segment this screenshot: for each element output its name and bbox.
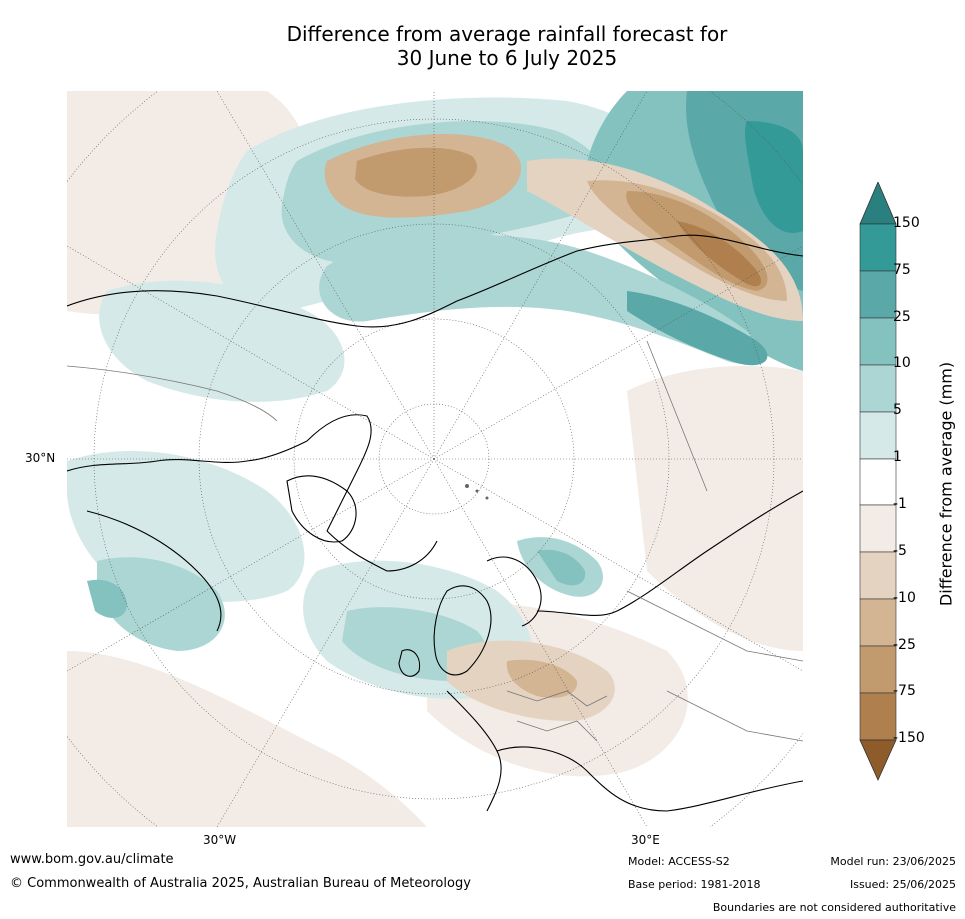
footer-issued: Issued: 25/06/2025 bbox=[849, 878, 956, 891]
colorbar-title: Difference from average (mm) bbox=[936, 361, 956, 607]
map-title: Difference from average rainfall forecas… bbox=[190, 22, 824, 70]
map-svg bbox=[67, 91, 803, 827]
footer-url[interactable]: www.bom.gov.au/climate bbox=[10, 852, 174, 867]
footer-base-period: Base period: 1981-2018 bbox=[628, 878, 761, 891]
footer-copyright: © Commonwealth of Australia 2025, Austra… bbox=[10, 876, 471, 891]
cb-tick-neg75: -75 bbox=[893, 683, 916, 699]
cb-tick-10: 10 bbox=[893, 355, 911, 371]
rainfall-anomaly-map bbox=[67, 91, 803, 827]
cb-tick-1: 1 bbox=[893, 449, 902, 465]
title-line-2: 30 June to 6 July 2025 bbox=[396, 46, 618, 70]
title-line-1: Difference from average rainfall forecas… bbox=[286, 22, 728, 46]
cb-tick-neg5: -5 bbox=[893, 543, 907, 559]
cb-tick-150: 150 bbox=[893, 215, 920, 231]
cb-tick-5: 5 bbox=[893, 402, 902, 418]
cb-tick-neg25: -25 bbox=[893, 637, 916, 653]
cb-tick-neg1: -1 bbox=[893, 496, 907, 512]
footer-model: Model: ACCESS-S2 bbox=[628, 855, 730, 868]
lat-label-30n: 30°N bbox=[25, 451, 56, 465]
cb-tick-neg10: -10 bbox=[893, 590, 916, 606]
footer-model-run: Model run: 23/06/2025 bbox=[830, 855, 956, 868]
cb-tick-75: 75 bbox=[893, 262, 911, 278]
lon-label-30w: 30°W bbox=[203, 833, 237, 847]
footer-disclaimer: Boundaries are not considered authoritat… bbox=[712, 901, 956, 914]
lon-label-30e: 30°E bbox=[631, 833, 660, 847]
cb-tick-neg150: -150 bbox=[893, 730, 925, 746]
colorbar bbox=[859, 182, 897, 781]
cb-tick-25: 25 bbox=[893, 309, 911, 325]
